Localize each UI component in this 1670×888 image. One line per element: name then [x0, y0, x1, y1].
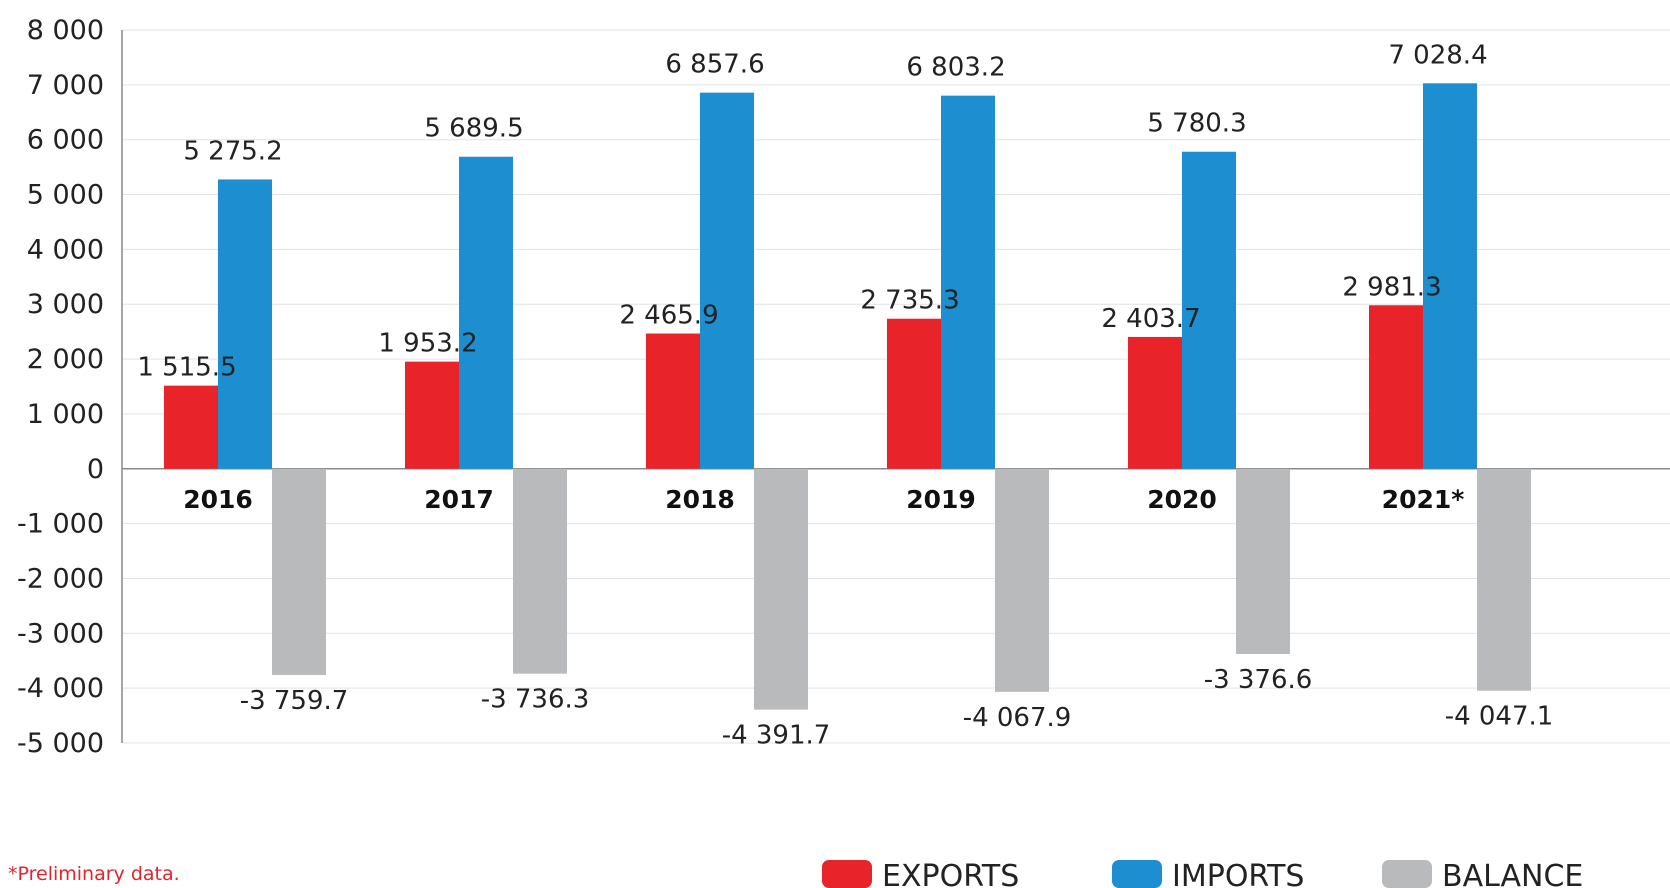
data-label-imports: 6 803.2 — [906, 53, 1005, 83]
data-label-exports: 2 403.7 — [1101, 304, 1200, 334]
bar-balance-2018 — [754, 468, 808, 710]
bar-exports-2020 — [1128, 336, 1182, 469]
bar-exports-2019 — [887, 318, 941, 469]
category-label: 2017 — [424, 485, 494, 514]
bars — [164, 83, 1531, 710]
data-label-balance: -4 047.1 — [1445, 702, 1554, 732]
data-label-imports: 7 028.4 — [1388, 40, 1487, 70]
category-label: 2021* — [1382, 485, 1465, 514]
data-label-balance: -3 376.6 — [1204, 665, 1313, 695]
legend-label-imports: IMPORTS — [1172, 859, 1304, 888]
y-tick-label: -4 000 — [17, 673, 104, 704]
y-tick-label: 4 000 — [27, 234, 104, 265]
footnote: *Preliminary data. — [8, 863, 180, 885]
bar-imports-2016 — [218, 179, 272, 469]
bar-exports-2018 — [646, 333, 700, 469]
bar-balance-2020 — [1236, 468, 1290, 654]
data-label-exports: 2 465.9 — [619, 301, 718, 331]
bar-balance-2019 — [995, 468, 1049, 692]
data-label-imports: 5 275.2 — [183, 136, 282, 166]
y-tick-label: 1 000 — [27, 399, 104, 430]
bar-imports-2017 — [459, 156, 513, 469]
bar-balance-2021 — [1477, 468, 1531, 691]
legend-label-balance: BALANCE — [1442, 859, 1583, 888]
y-axis: 8 000 7 000 6 000 5 000 4 000 3 000 2 000 1 000… — [17, 15, 123, 759]
data-label-balance: -4 067.9 — [963, 703, 1072, 733]
gridlines — [122, 29, 1670, 744]
legend-label-exports: EXPORTS — [882, 859, 1019, 888]
bar-imports-2021 — [1423, 83, 1477, 469]
data-labels: 1 515.5 5 275.2 -3 759.7 1 953.2 5 689.5 -3 7… — [137, 40, 1553, 750]
bar-imports-2020 — [1182, 151, 1236, 469]
data-label-exports: 2 981.3 — [1342, 272, 1441, 302]
y-tick-label: -3 000 — [17, 618, 104, 649]
y-tick-label: -5 000 — [17, 728, 104, 759]
y-tick-label: 7 000 — [27, 70, 104, 101]
data-label-balance: -4 391.7 — [722, 721, 831, 751]
legend-swatch-imports — [1112, 860, 1162, 888]
y-tick-label: 8 000 — [27, 15, 104, 46]
category-label: 2019 — [906, 485, 976, 514]
y-tick-label: 2 000 — [27, 344, 104, 375]
category-label: 2020 — [1147, 485, 1217, 514]
y-tick-label: -1 000 — [17, 509, 104, 540]
y-tick-label: -2 000 — [17, 563, 104, 594]
y-tick-label: 3 000 — [27, 289, 104, 320]
category-labels: 2016 2017 2018 2019 2020 2021* — [183, 485, 1464, 514]
data-label-balance: -3 736.3 — [481, 685, 590, 715]
data-label-imports: 5 780.3 — [1147, 109, 1246, 139]
y-tick-label: 5 000 — [27, 180, 104, 211]
y-tick-label: 0 — [87, 454, 104, 485]
data-label-exports: 1 515.5 — [137, 353, 236, 383]
data-label-exports: 1 953.2 — [378, 329, 477, 359]
category-label: 2016 — [183, 485, 253, 514]
legend-swatch-balance — [1382, 860, 1432, 888]
bar-balance-2017 — [513, 468, 567, 674]
bar-exports-2016 — [164, 385, 218, 469]
bar-imports-2018 — [700, 92, 754, 469]
legend-swatch-exports — [822, 860, 872, 888]
data-label-imports: 5 689.5 — [424, 114, 523, 144]
data-label-balance: -3 759.7 — [240, 686, 349, 716]
data-label-imports: 6 857.6 — [665, 50, 764, 80]
bar-exports-2017 — [405, 361, 459, 469]
legend: EXPORTS IMPORTS BALANCE — [822, 859, 1583, 888]
data-label-exports: 2 735.3 — [860, 286, 959, 316]
category-label: 2018 — [665, 485, 735, 514]
bar-exports-2021 — [1369, 305, 1423, 469]
bar-balance-2016 — [272, 468, 326, 675]
bar-imports-2019 — [941, 95, 995, 469]
y-tick-label: 6 000 — [27, 125, 104, 156]
